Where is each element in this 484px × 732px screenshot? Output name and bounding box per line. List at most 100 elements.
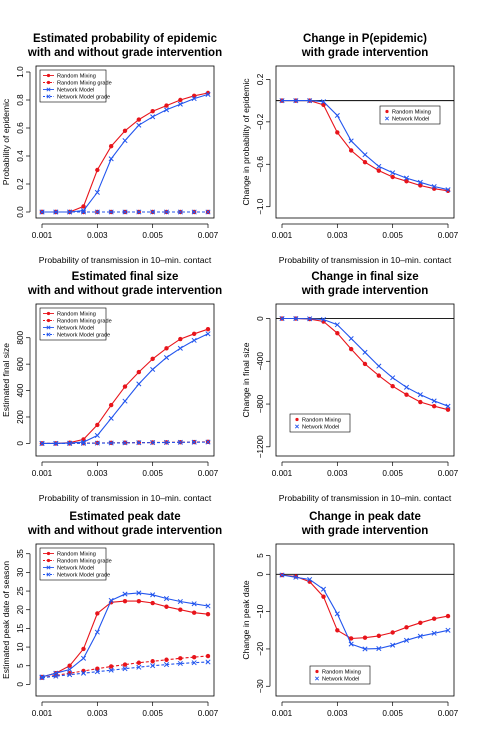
data-point-cross [279, 315, 285, 322]
x-tick-label: 0.001 [272, 231, 293, 240]
x-axis-label: Probability of transmission in 10–min. c… [279, 493, 452, 503]
legend-label: Random Mixing [302, 418, 341, 424]
data-point-cross [445, 403, 451, 409]
y-tick-label: 5 [16, 663, 25, 668]
y-axis-label: Change in probability of epidemic [241, 78, 251, 206]
legend-label: Network Model grade [57, 333, 110, 339]
data-point-cross [53, 209, 59, 215]
data-point-cross [122, 398, 128, 404]
data-point-dot [95, 167, 100, 173]
data-point-cross [205, 603, 211, 609]
series-network-model [279, 572, 451, 652]
data-point-cross [53, 440, 59, 446]
data-point-cross [67, 666, 73, 673]
y-tick-label: 0.8 [16, 94, 25, 106]
data-point-dot [95, 422, 100, 428]
data-point-cross [191, 439, 197, 445]
data-point-dot [404, 625, 409, 630]
data-point-cross [362, 152, 368, 158]
data-point-cross [108, 440, 114, 446]
data-point-cross [122, 138, 128, 144]
series-random-mixing-grade [39, 653, 211, 680]
legend-box [379, 105, 441, 125]
chart-title-line-1: Estimated peak date [69, 511, 180, 523]
data-point-cross [362, 349, 368, 355]
data-point-cross [334, 611, 340, 617]
data-point-cross [390, 642, 396, 648]
data-point-cross [177, 439, 183, 445]
data-point-cross [334, 112, 340, 119]
y-axis-label: Estimated peak date of season [1, 561, 11, 679]
data-point-cross [67, 672, 73, 678]
data-point-cross [431, 630, 437, 636]
data-point-cross [108, 415, 114, 421]
chart-title-line-2: with grade intervention [301, 285, 429, 297]
data-point-dot [191, 654, 197, 660]
legend-marker [46, 80, 51, 85]
data-point-cross [417, 633, 423, 639]
legend-marker [46, 332, 51, 337]
data-point-cross [94, 440, 100, 446]
series-network-model-grade [39, 439, 211, 446]
data-point-cross [67, 440, 73, 446]
data-point-cross [94, 432, 100, 439]
x-tick-label: 0.003 [87, 469, 108, 478]
data-point-dot [321, 102, 326, 108]
chart-panel-5: Estimated peak date with and without grad… [1, 511, 222, 718]
x-tick-label: 0.007 [198, 231, 219, 240]
chart-title-line-1: Estimated probability of epidemic [33, 33, 218, 45]
y-tick-label: 0.2 [256, 73, 265, 85]
data-point-dot [376, 373, 382, 378]
legend-marker [46, 558, 51, 563]
chart-title-line-2: with and without grade intervention [27, 47, 222, 59]
x-tick-label: 0.005 [382, 709, 403, 718]
data-point-cross [39, 440, 45, 446]
x-tick-label: 0.003 [327, 469, 348, 478]
x-tick-label: 0.003 [87, 709, 108, 718]
x-tick-label: 0.001 [272, 469, 293, 478]
data-point-cross [307, 316, 313, 322]
legend-label: Random Mixing [322, 670, 361, 676]
chart-panel-1: Estimated probability of epidemic with an… [1, 33, 222, 265]
y-axis-label: Change in peak date [241, 580, 251, 660]
legend-label: Random Mixing grade [57, 559, 112, 565]
data-point-dot [178, 607, 183, 612]
data-point-cross [307, 576, 313, 583]
data-point-cross [348, 138, 354, 144]
chart-title-line-1: Change in peak date [309, 511, 421, 523]
data-point-cross [390, 375, 396, 381]
data-point-cross [150, 663, 156, 669]
plot-frame [35, 543, 215, 697]
data-point-dot [205, 653, 211, 659]
data-point-cross [122, 440, 128, 446]
data-point-cross [136, 209, 142, 215]
data-point-dot [136, 660, 142, 665]
y-tick-label: −10 [256, 604, 265, 618]
data-point-cross [376, 646, 382, 652]
data-point-cross [177, 345, 183, 351]
data-point-dot [418, 399, 423, 405]
y-tick-label: 25 [16, 586, 25, 596]
x-tick-label: 0.007 [438, 469, 459, 478]
data-point-cross [53, 673, 59, 679]
legend-marker [46, 73, 51, 78]
data-point-dot [376, 168, 382, 173]
legend-marker [46, 325, 51, 330]
data-point-cross [94, 629, 100, 635]
x-tick-label: 0.005 [142, 231, 163, 240]
data-point-dot [376, 633, 382, 639]
data-point-cross [376, 363, 382, 369]
y-tick-label: −800 [256, 394, 265, 413]
data-point-dot [321, 594, 326, 599]
data-point-cross [177, 598, 183, 605]
data-point-cross [348, 335, 354, 342]
legend-marker [46, 565, 51, 570]
data-point-dot [418, 620, 423, 625]
data-point-cross [163, 662, 170, 668]
y-tick-label: 0.0 [16, 206, 25, 218]
data-point-cross [307, 98, 313, 104]
data-point-dot [205, 612, 211, 617]
data-point-cross [191, 209, 197, 215]
